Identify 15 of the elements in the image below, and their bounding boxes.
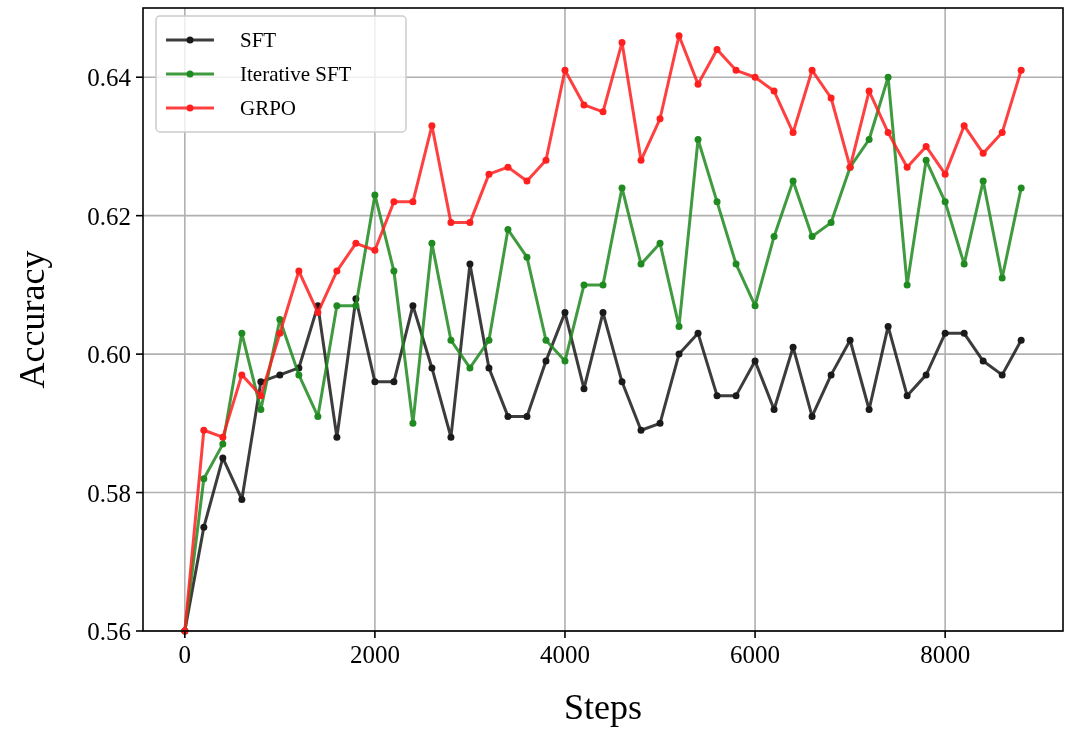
x-tick-label: 4000 [539,641,590,668]
legend-label: SFT [240,28,277,52]
x-tick-label: 2000 [349,641,400,668]
legend-label: GRPO [240,96,297,120]
y-axis-title: Accuracy [12,250,52,389]
y-tick-label: 0.62 [87,202,131,230]
x-tick-label: 6000 [730,641,781,668]
legend-label: Iterative SFT [240,62,352,86]
y-tick-label: 0.58 [87,479,131,507]
y-tick-label: 0.56 [87,618,131,645]
y-tick-label: 0.64 [87,64,132,92]
x-tick-label: 8000 [920,641,971,668]
y-tick-label: 0.60 [87,341,131,369]
x-axis-title: Steps [563,687,643,727]
x-tick-label: 0 [178,641,192,668]
